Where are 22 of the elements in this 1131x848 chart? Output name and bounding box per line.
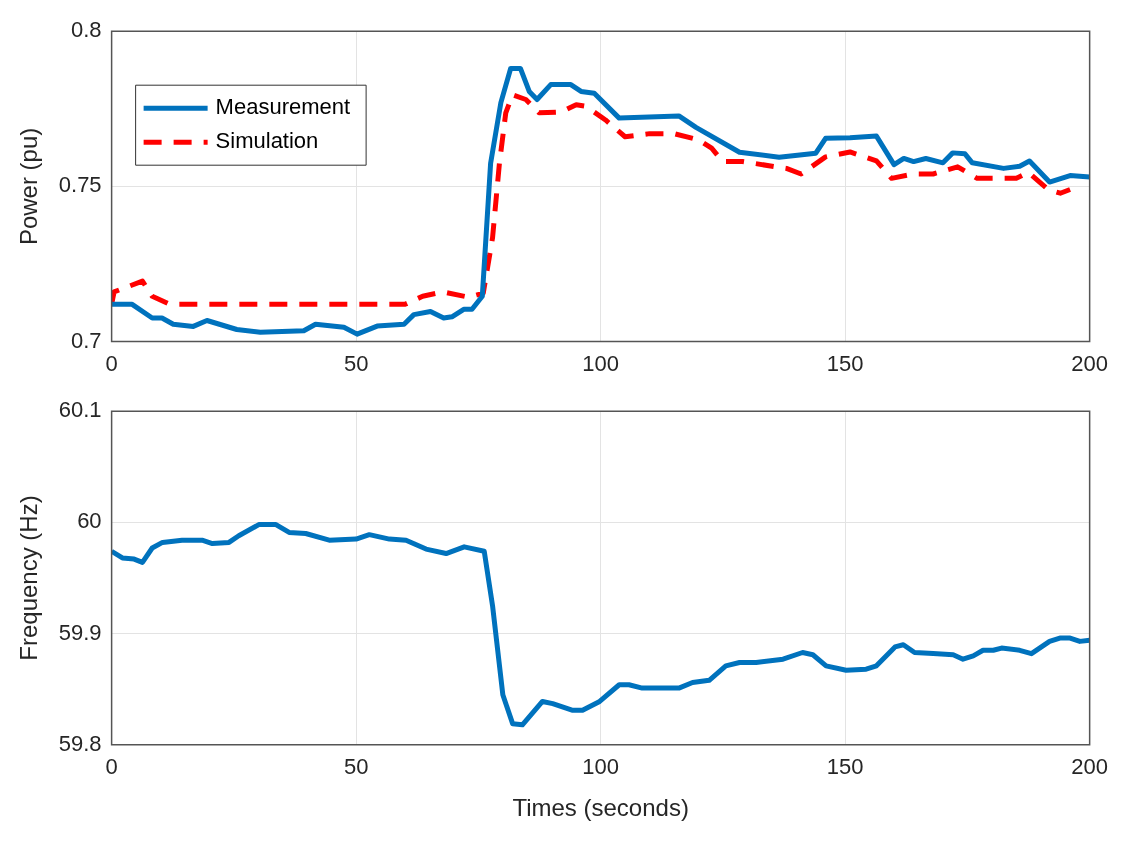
x-tick-label: 150 <box>826 350 864 376</box>
legend-label: Simulation <box>215 128 319 154</box>
x-tick-label: 50 <box>343 350 369 376</box>
y-tick-label: 59.9 <box>58 619 102 645</box>
y-axis-title: Frequency (Hz) <box>15 495 43 661</box>
x-tick-label: 200 <box>1071 350 1109 376</box>
y-tick-label: 0.8 <box>71 17 102 43</box>
x-tick-label: 200 <box>1071 754 1109 780</box>
x-tick-label: 0 <box>105 754 118 780</box>
x-tick-label: 50 <box>343 754 369 780</box>
y-tick-label: 60 <box>77 508 102 534</box>
legend-label: Measurement <box>215 94 351 120</box>
x-tick-label: 100 <box>582 350 619 376</box>
y-tick-label: 60.1 <box>58 397 102 423</box>
x-tick-label: 100 <box>582 754 619 780</box>
x-tick-label: 0 <box>105 350 118 376</box>
y-tick-label: 59.8 <box>58 730 102 756</box>
y-tick-label: 0.75 <box>58 172 102 198</box>
x-axis-title: Times (seconds) <box>512 794 689 822</box>
x-tick-label: 150 <box>826 754 864 780</box>
y-axis-title: Power (pu) <box>15 127 43 246</box>
y-tick-label: 0.7 <box>71 327 102 353</box>
